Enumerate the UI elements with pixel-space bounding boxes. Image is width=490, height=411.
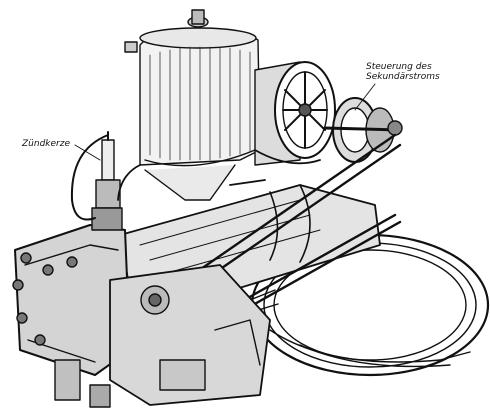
label-leaders bbox=[74, 83, 376, 161]
crankcase bbox=[54, 264, 271, 408]
secondary-control-label: Steuerung des Sekundärstroms bbox=[366, 62, 440, 82]
oil-pipes bbox=[117, 149, 321, 201]
secondary-control-label-line1: Steuerung des bbox=[366, 62, 432, 72]
cylinder-head bbox=[12, 224, 131, 376]
spark-plug bbox=[70, 131, 123, 231]
secondary-control-label-line2: Sekundärstroms bbox=[366, 72, 440, 82]
fuel-tank bbox=[124, 9, 261, 201]
spark-plug-label: Zündkerze bbox=[22, 139, 70, 149]
control-gear bbox=[323, 97, 403, 163]
magneto-drum bbox=[254, 61, 336, 166]
